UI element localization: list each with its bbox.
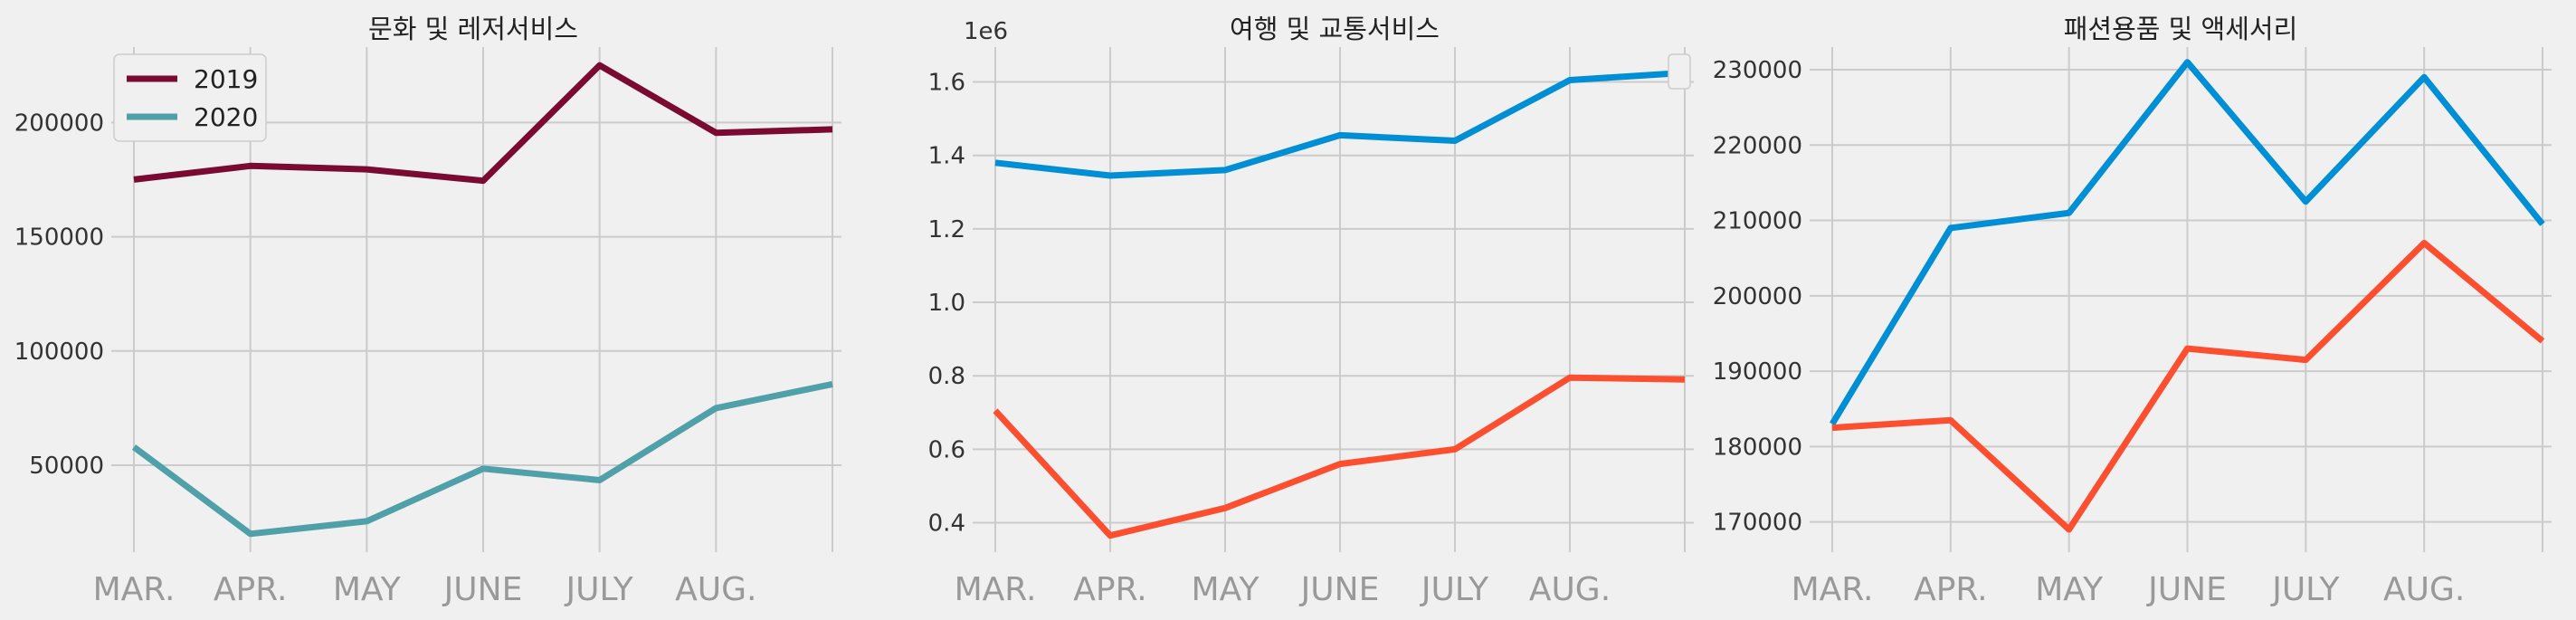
y-tick-label: 230000 xyxy=(1713,57,1802,84)
x-tick-label: MAR. xyxy=(955,571,1037,608)
y-tick-label: 0.6 xyxy=(928,436,965,463)
y-tick-label: 220000 xyxy=(1713,132,1802,159)
chart-title: 여행 및 교통서비스 xyxy=(1230,14,1440,44)
legend-label: 2020 xyxy=(194,102,258,132)
y-tick-label: 210000 xyxy=(1713,208,1802,235)
axis-scale-label: 1e6 xyxy=(964,18,1008,45)
x-tick-label: AUG. xyxy=(675,571,756,608)
chart-title: 패션용품 및 액세서리 xyxy=(2064,14,2298,44)
series-line-2 xyxy=(993,374,1686,539)
y-tick-label: 180000 xyxy=(1713,434,1802,461)
x-tick-label: MAY xyxy=(333,571,402,608)
x-tick-label: MAY xyxy=(2035,571,2104,608)
chart-panel-1: 50000 100000 150000 200000 MAR. APR. MAY JUNE JU… xyxy=(14,14,841,608)
y-tick-label: 1.2 xyxy=(928,216,965,243)
series-line-2 xyxy=(1831,240,2545,533)
x-tick-label: APR. xyxy=(214,571,288,608)
x-tick-label: JULY xyxy=(565,571,634,608)
x-tick-label: JUNE xyxy=(2146,571,2227,608)
x-tick-label: JULY xyxy=(2270,571,2340,608)
y-tick-label: 0.4 xyxy=(928,510,965,538)
y-tick-label: 1.4 xyxy=(928,143,965,170)
x-tick-label: JUNE xyxy=(1299,571,1380,608)
y-tick-label: 1.6 xyxy=(928,70,965,97)
y-tick-label: 100000 xyxy=(14,339,104,366)
y-tick-label: 1.0 xyxy=(928,290,965,317)
x-tick-label: MAR. xyxy=(93,571,176,608)
series-line-1 xyxy=(133,62,833,185)
y-tick-label: 50000 xyxy=(29,453,104,480)
chart-title: 문화 및 레저서비스 xyxy=(368,14,578,44)
chart-panel-2: 0.4 0.6 0.8 1.0 1.2 1.4 1.6 MAR. APR. MAY JUNE JULY… xyxy=(928,14,1694,608)
chart-panel-3: 170000 180000 190000 200000 210000 220000 2300… xyxy=(1713,14,2552,608)
y-tick-label: 170000 xyxy=(1713,510,1802,537)
y-tick-label: 150000 xyxy=(14,224,104,252)
x-tick-label: MAY xyxy=(1192,571,1260,608)
series-line-1 xyxy=(1830,59,2545,426)
y-tick-label: 200000 xyxy=(1713,283,1802,310)
x-tick-label: AUG. xyxy=(1529,571,1611,608)
x-tick-label: APR. xyxy=(1073,571,1147,608)
x-tick-label: JULY xyxy=(1420,571,1489,608)
x-tick-label: APR. xyxy=(1914,571,1988,608)
x-tick-label: MAR. xyxy=(1792,571,1874,608)
y-tick-label: 190000 xyxy=(1713,358,1802,386)
y-tick-label: 200000 xyxy=(14,110,104,137)
x-tick-label: AUG. xyxy=(2383,571,2465,608)
legend-label: 2019 xyxy=(194,64,258,94)
x-tick-label: JUNE xyxy=(442,571,523,608)
series-line-2 xyxy=(131,380,833,538)
legend-box xyxy=(1668,53,1691,90)
y-tick-label: 0.8 xyxy=(928,363,965,390)
legend: 2019 2020 xyxy=(113,53,267,142)
series-line-1 xyxy=(994,69,1686,179)
